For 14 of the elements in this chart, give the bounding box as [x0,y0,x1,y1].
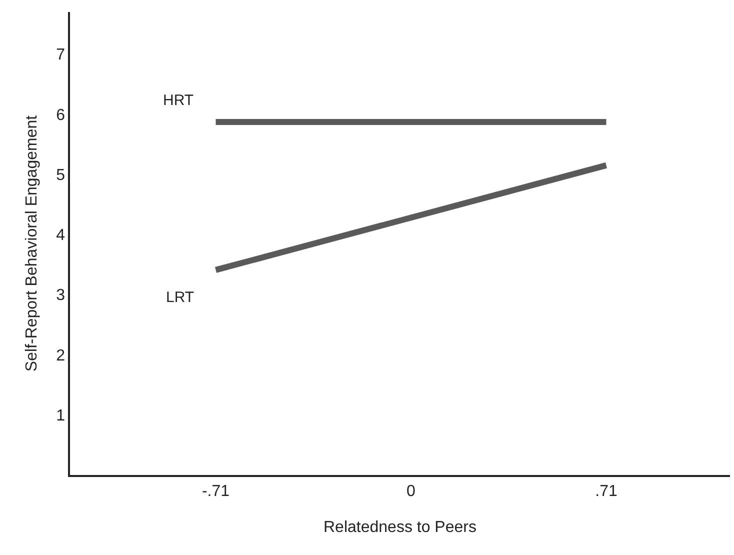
y-axis-title: Self-Report Behavioral Engagement [24,114,41,372]
y-tick-label: 5 [56,166,66,184]
x-tick-label: 0 [406,482,416,500]
y-tick-label: 4 [56,227,66,244]
y-tick-label: 6 [56,106,66,124]
x-tick-label: -.71 [202,482,230,500]
x-tick-label: .71 [595,482,618,500]
x-axis-title: Relatedness to Peers [324,519,476,536]
y-tick-label: 1 [56,407,66,424]
y-tick-label: 7 [56,46,66,64]
series-label: HRT [163,92,194,109]
y-tick-label: 3 [56,287,66,304]
series-label: LRT [166,289,194,306]
y-tick-label: 2 [56,347,66,364]
